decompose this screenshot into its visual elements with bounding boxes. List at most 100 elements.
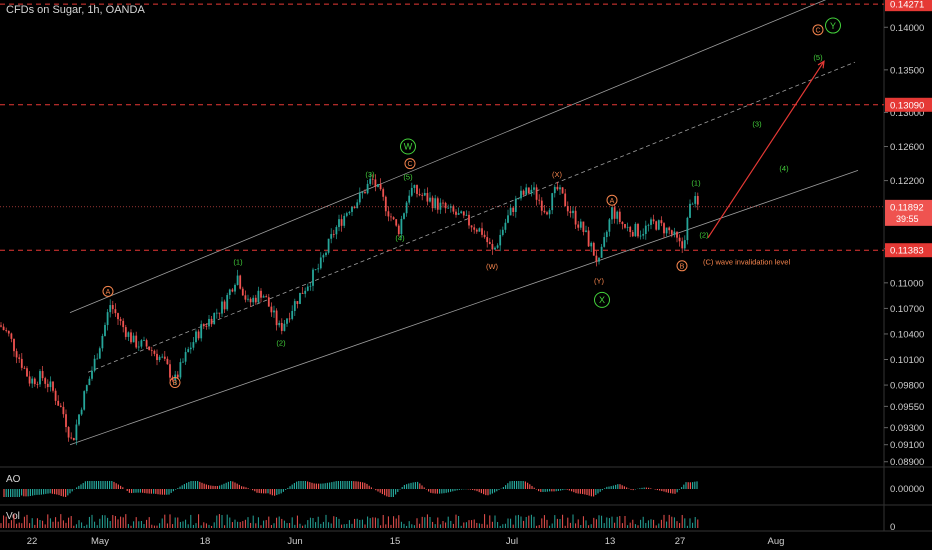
candle-body [600, 246, 603, 258]
candle-body [470, 225, 473, 228]
candle-body [535, 187, 538, 200]
candle-body [59, 405, 62, 407]
y-tick-label: 0.09100 [890, 440, 924, 451]
candle-body [15, 351, 18, 358]
candle-body [262, 296, 265, 298]
candle-body [353, 206, 356, 209]
candle-body [153, 350, 156, 354]
candle-body [122, 320, 125, 328]
candle-body [504, 222, 507, 230]
candle-body [195, 331, 197, 343]
wave-label: (2) [276, 338, 286, 347]
candle-body [592, 242, 595, 256]
candle-body [343, 215, 346, 226]
candle-body [119, 319, 122, 321]
candle-body [631, 232, 634, 237]
candle-body [109, 305, 112, 313]
candle-body [361, 192, 364, 194]
y-tick-label: 0.09300 [890, 423, 924, 434]
candle-body [496, 245, 499, 248]
candle-body [613, 207, 616, 219]
candle-body [244, 295, 247, 300]
candle-body [691, 203, 694, 205]
wave-label: (3) [365, 170, 375, 179]
candle-body [345, 213, 348, 216]
candle-body [299, 292, 301, 304]
candle-body [639, 235, 642, 237]
y-tick-label: 0.09550 [890, 402, 924, 413]
y-tick-label: 0.08900 [890, 457, 924, 468]
candle-body [566, 206, 569, 212]
candle-body [556, 186, 559, 190]
candle-body [23, 367, 26, 369]
candle-body [252, 297, 255, 303]
candle-body [179, 362, 182, 378]
candle-body [249, 298, 252, 303]
wave-label: (4) [395, 234, 405, 243]
wave-label: C [815, 27, 820, 34]
wave-label-circle [404, 158, 416, 170]
candle-body [62, 406, 65, 415]
candle-body [83, 391, 86, 410]
candle-body [390, 216, 392, 218]
candle-body [478, 228, 481, 232]
candle-body [392, 217, 395, 220]
candle-body [88, 378, 91, 386]
candle-body [239, 275, 242, 289]
candle-body [447, 207, 450, 209]
candle-body [668, 227, 671, 231]
wave-label: B [680, 263, 685, 270]
candle-body [460, 211, 463, 214]
candle-body [70, 437, 73, 439]
projection-arrow-head [817, 60, 825, 69]
candle-body [444, 202, 447, 209]
candle-body [514, 198, 517, 213]
candle-body [293, 301, 296, 311]
candle-body [395, 219, 398, 226]
wave-label: (5) [403, 172, 413, 181]
candle-body [499, 234, 502, 246]
candle-body [218, 312, 221, 314]
x-tick-label: 13 [605, 536, 616, 547]
candle-body [382, 189, 385, 197]
wave-label: (2) [699, 230, 709, 239]
wave-label: (1) [691, 178, 701, 187]
candle-body [312, 269, 314, 286]
y-tick-label: 0.13000 [890, 108, 924, 119]
candle-body [696, 196, 699, 205]
candle-body [291, 310, 294, 319]
candle-body [642, 233, 645, 236]
candle-body [418, 193, 421, 196]
candle-body [520, 190, 522, 199]
candle-body [184, 352, 187, 362]
wave-label: (5) [813, 53, 823, 62]
candle-body [579, 221, 582, 228]
candle-body [335, 227, 338, 235]
candle-body [405, 202, 408, 214]
candle-body [421, 195, 424, 196]
candle-body [65, 414, 67, 428]
candle-body [621, 221, 624, 225]
x-tick-label: 15 [390, 536, 401, 547]
candle-body [689, 203, 691, 218]
candle-body [351, 206, 353, 212]
wave-label: A [106, 289, 111, 296]
candle-body [33, 378, 36, 385]
candle-body [634, 223, 637, 237]
candle-body [533, 187, 535, 190]
y-tick-label: 0.10100 [890, 355, 924, 366]
candle-body [236, 275, 239, 285]
candle-body [525, 187, 528, 195]
candle-body [215, 312, 218, 314]
volume-tick-label: 0 [890, 522, 895, 533]
candle-body [85, 385, 88, 392]
candle-body [72, 438, 75, 441]
candle-body [416, 185, 418, 194]
candle-body [189, 347, 192, 350]
candle-body [330, 234, 333, 239]
candle-body [670, 230, 673, 235]
candle-body [452, 206, 455, 212]
candle-body [577, 224, 580, 228]
candle-body [197, 331, 200, 339]
